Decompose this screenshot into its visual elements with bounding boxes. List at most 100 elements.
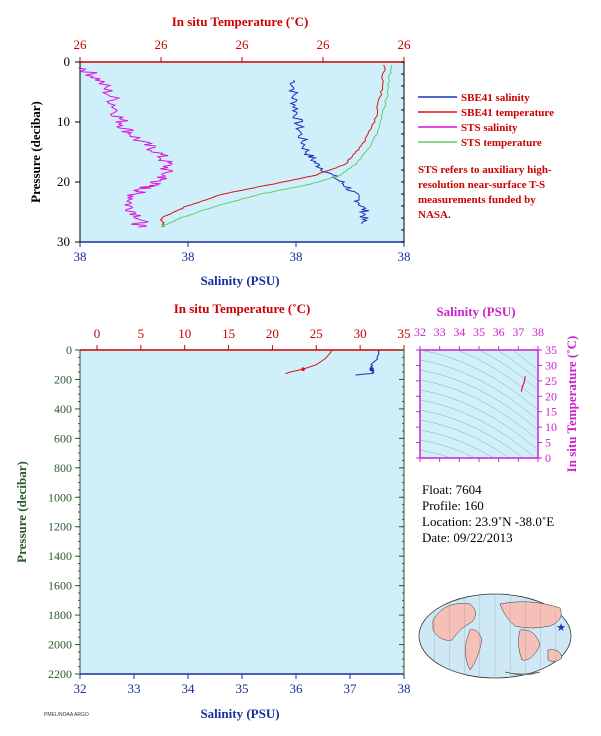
top-temperature-axis-title: In situ Temperature (˚C) [172, 14, 309, 29]
bottom-pressure-tick-label: 0 [66, 343, 72, 357]
bottom-pressure-tick-label: 200 [54, 372, 72, 386]
bottom-pressure-tick-label: 400 [54, 402, 72, 416]
profile-number: Profile: 160 [422, 498, 484, 513]
world-map-land [518, 629, 541, 661]
ts-temperature-tick-label: 5 [545, 436, 551, 450]
bottom-temperature-axis-title: In situ Temperature (˚C) [174, 301, 311, 316]
bottom-salinity-tick-label: 35 [236, 681, 249, 696]
ts-density-contour [420, 359, 538, 421]
bottom-temperature-tick-label: 5 [138, 326, 145, 341]
float-info: Float: 7604 Profile: 160 Location: 23.9˚… [422, 482, 554, 546]
bottom-salinity-axis-title: Salinity (PSU) [200, 706, 279, 721]
bottom-temperature-tick-label: 25 [310, 326, 323, 341]
world-map-land [465, 629, 483, 671]
date: Date: 09/22/2013 [422, 530, 513, 545]
ts-density-contour [420, 449, 452, 458]
ts-density-contour [420, 399, 536, 458]
top-salinity-tick-label: 38 [290, 249, 303, 264]
bottom-salinity-tick-label: 32 [74, 681, 87, 696]
bottom-pressure-tick-label: 600 [54, 431, 72, 445]
ts-salinity-tick-label: 37 [512, 325, 524, 339]
ts-density-contour [420, 389, 538, 451]
ts-temperature-tick-label: 35 [545, 343, 557, 357]
top-temperature-tick-label: 26 [398, 37, 412, 52]
footer-text: PMEL/NOAA ARGO [44, 712, 89, 718]
ts-temperature-tick-label: 30 [545, 358, 557, 372]
top-temperature-tick-label: 26 [317, 37, 331, 52]
world-map-land [499, 601, 562, 629]
ts-density-contour [420, 369, 538, 431]
top-pressure-tick-label: 10 [57, 114, 70, 129]
bottom-pressure-tick-label: 2200 [48, 667, 72, 681]
ts-density-contour [420, 429, 495, 458]
bottom-plot-area [80, 350, 404, 674]
bottom-salinity-tick-label: 36 [290, 681, 304, 696]
ts-temperature-tick-label: 25 [545, 374, 557, 388]
bottom-temperature-tick-label: 10 [178, 326, 191, 341]
top-salinity-axis-title: Salinity (PSU) [200, 273, 279, 288]
top-temperature-tick-label: 26 [236, 37, 250, 52]
ts-salinity-tick-label: 33 [434, 325, 446, 339]
sts-note: STS refers to auxiliary high-resolution … [418, 164, 552, 221]
ts-salinity-tick-label: 34 [453, 325, 465, 339]
legend-label: STS salinity [461, 122, 518, 134]
ts-density-contour [420, 439, 476, 458]
legend-label: SBE41 salinity [461, 92, 530, 104]
top-sts-salinity-line [78, 67, 174, 228]
top-pressure-tick-label: 0 [64, 54, 71, 69]
legend-label: STS temperature [461, 137, 542, 149]
float-location-star: ★ [556, 621, 566, 634]
top-sbe41-salinity-line [288, 79, 369, 224]
ts-profile-line [520, 376, 526, 392]
top-temperature-tick-label: 26 [74, 37, 88, 52]
world-map-land [432, 603, 476, 641]
bottom-salinity-tick-label: 37 [344, 681, 358, 696]
bottom-salinity-tick-label: 38 [398, 681, 411, 696]
ts-density-contour [420, 350, 538, 411]
bottom-temperature-tick-label: 15 [222, 326, 235, 341]
top-pressure-axis-title: Pressure (decibar) [28, 101, 43, 203]
bottom-pressure-tick-label: 2000 [48, 638, 72, 652]
ts-salinity-tick-label: 36 [493, 325, 505, 339]
ts-density-contour [420, 419, 511, 458]
top-temperature-tick-label: 26 [155, 37, 169, 52]
ts-density-contour [420, 409, 524, 458]
ts-salinity-tick-label: 38 [532, 325, 544, 339]
bottom-temperature-tick-label: 0 [94, 326, 101, 341]
ts-density-contour [456, 350, 538, 401]
float-number: Float: 7604 [422, 482, 482, 497]
ts-density-contour [496, 350, 538, 381]
bottom-pressure-tick-label: 1600 [48, 579, 72, 593]
bottom-temperature-tick-label: 35 [398, 326, 411, 341]
ts-density-contour [420, 379, 538, 441]
bottom-pressure-tick-label: 1800 [48, 608, 72, 622]
legend-label: SBE41 temperature [461, 107, 554, 119]
location: Location: 23.9˚N -38.0˚E [422, 514, 555, 529]
ts-temperature-tick-label: 10 [545, 420, 557, 434]
bottom-temperature-tick-label: 20 [266, 326, 279, 341]
bottom-pressure-tick-label: 800 [54, 461, 72, 475]
bottom-temperature-marker [301, 367, 305, 371]
bottom-salinity-marker [369, 366, 374, 372]
bottom-sbe41-temperature-line [285, 349, 333, 375]
bottom-pressure-tick-label: 1200 [48, 520, 72, 534]
bottom-salinity-tick-label: 34 [182, 681, 196, 696]
top-salinity-tick-label: 38 [182, 249, 195, 264]
bottom-pressure-tick-label: 1000 [48, 490, 72, 504]
ts-salinity-tick-label: 32 [414, 325, 426, 339]
ts-temperature-tick-label: 20 [545, 389, 557, 403]
top-pressure-tick-label: 30 [57, 234, 70, 249]
bottom-temperature-tick-label: 30 [354, 326, 367, 341]
world-map-land [547, 649, 563, 662]
bottom-salinity-tick-label: 33 [128, 681, 141, 696]
world-map-land [504, 671, 541, 676]
top-salinity-tick-label: 38 [398, 249, 411, 264]
ts-temperature-axis-title: In situ Temperature (˚C) [564, 336, 579, 473]
top-sbe41-temperature-line [159, 64, 386, 228]
bottom-pressure-tick-label: 1400 [48, 549, 72, 563]
top-pressure-tick-label: 20 [57, 174, 70, 189]
top-sts-temperature-line [160, 64, 393, 228]
ts-temperature-tick-label: 0 [545, 451, 551, 465]
bottom-pressure-axis-title: Pressure (decibar) [14, 461, 29, 563]
ts-salinity-tick-label: 35 [473, 325, 485, 339]
